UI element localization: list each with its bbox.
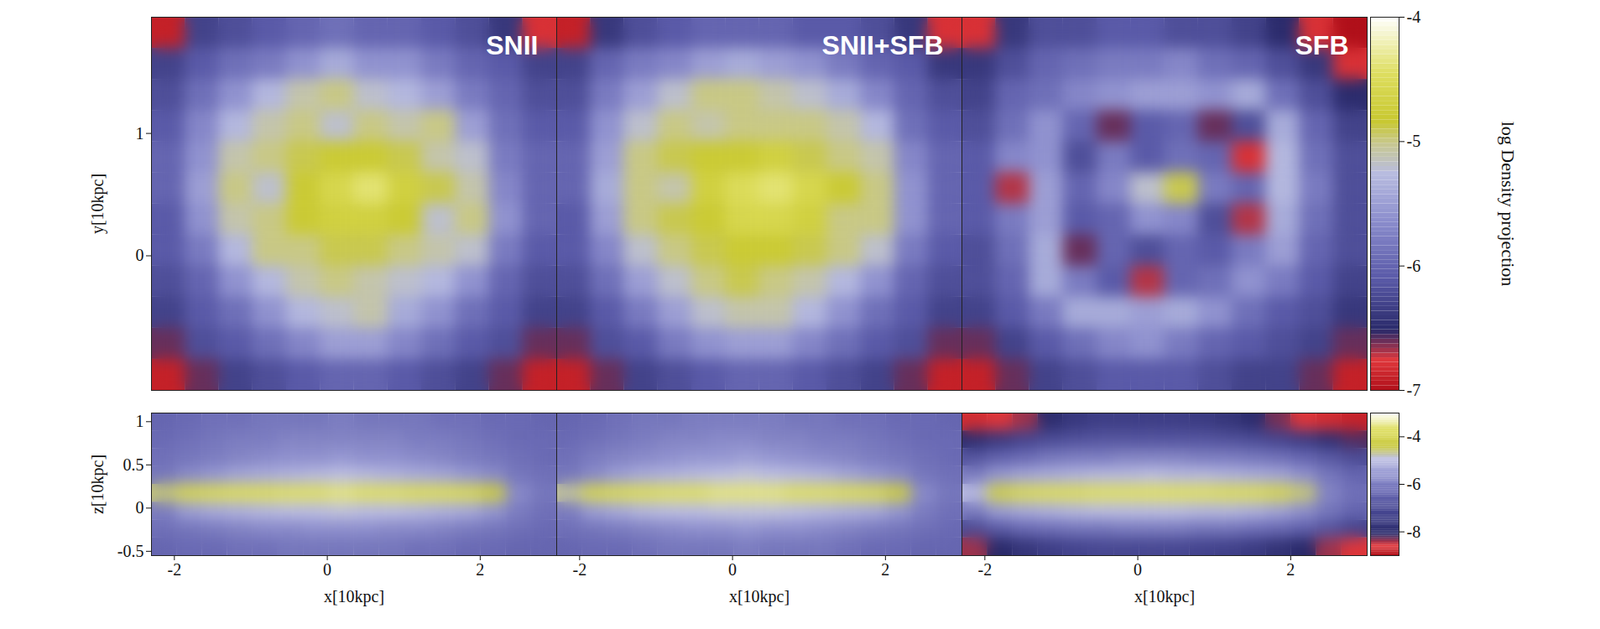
svg-text:x[10kpc]: x[10kpc]: [1134, 587, 1195, 607]
svg-text:SNII+SFB: SNII+SFB: [822, 30, 944, 61]
svg-text:-2: -2: [573, 560, 588, 579]
svg-text:-0.5: -0.5: [117, 542, 145, 561]
svg-text:2: 2: [1286, 560, 1295, 579]
svg-text:-2: -2: [978, 560, 993, 579]
svg-text:-7: -7: [1407, 380, 1422, 400]
svg-text:-5: -5: [1407, 131, 1422, 151]
svg-text:0: 0: [135, 498, 145, 517]
svg-text:0: 0: [135, 245, 145, 265]
svg-text:x[10kpc]: x[10kpc]: [323, 587, 385, 607]
svg-text:2: 2: [880, 560, 890, 579]
svg-text:2: 2: [475, 560, 485, 579]
svg-text:0: 0: [728, 560, 737, 579]
svg-text:1: 1: [135, 411, 145, 431]
svg-text:-8: -8: [1407, 522, 1422, 542]
svg-text:z[10kpc]: z[10kpc]: [88, 454, 108, 515]
svg-text:-6: -6: [1407, 256, 1422, 276]
svg-text:y[10kpc]: y[10kpc]: [88, 173, 108, 235]
svg-text:-2: -2: [167, 560, 183, 579]
svg-text:x[10kpc]: x[10kpc]: [729, 587, 790, 607]
svg-text:SNII: SNII: [485, 30, 538, 61]
svg-text:SFB: SFB: [1295, 30, 1350, 61]
html-text:log Density projection: log Density projection: [1497, 120, 1519, 287]
svg-text:0: 0: [323, 560, 332, 579]
svg-text:-6: -6: [1407, 474, 1422, 494]
svg-text:-4: -4: [1407, 7, 1422, 27]
svg-text:1: 1: [135, 124, 145, 143]
svg-text:0.5: 0.5: [123, 455, 145, 475]
svg-text:-4: -4: [1407, 427, 1422, 446]
svg-text:0: 0: [1133, 560, 1142, 579]
